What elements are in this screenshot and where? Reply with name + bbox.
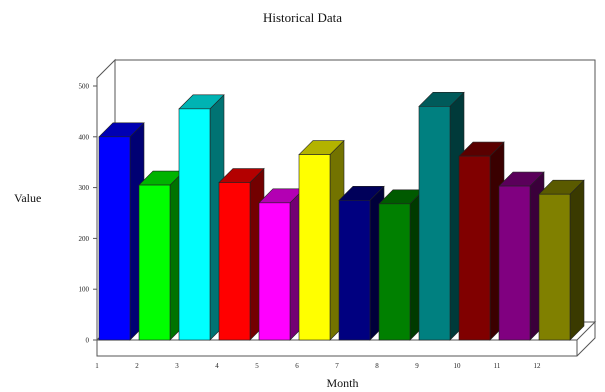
bar <box>498 171 545 341</box>
y-tick-label: 300 <box>79 184 90 192</box>
y-tick-label: 400 <box>79 133 90 141</box>
bar-front <box>378 203 411 341</box>
chart-title: Historical Data <box>262 10 343 25</box>
bar <box>98 122 145 341</box>
bar <box>418 91 465 341</box>
y-tick-label: 200 <box>79 235 90 243</box>
bar-front <box>418 106 451 341</box>
bar <box>338 185 385 341</box>
bar-front <box>138 184 171 341</box>
x-tick-label: 7 <box>335 362 339 370</box>
bar <box>218 167 265 341</box>
x-tick-label: 1 <box>95 362 99 370</box>
bar <box>458 141 505 341</box>
bar-front <box>218 182 251 341</box>
y-axis-label: Value <box>14 191 42 205</box>
bar-front <box>258 202 291 341</box>
bar <box>378 189 425 341</box>
x-tick-label: 9 <box>415 362 419 370</box>
bars <box>98 91 585 341</box>
x-tick-label: 10 <box>454 362 462 370</box>
x-axis-ticks: 1 2 3 4 5 6 7 8 9 10 11 12 <box>95 362 541 370</box>
x-tick-label: 11 <box>494 362 501 370</box>
x-tick-label: 6 <box>295 362 299 370</box>
y-tick-label: 500 <box>79 83 90 91</box>
x-tick-label: 5 <box>255 362 259 370</box>
bar-front <box>538 193 571 341</box>
x-axis-label: Month <box>326 376 359 390</box>
y-axis-ticks: 0 100 200 300 400 500 <box>79 83 97 345</box>
y-tick-label: 100 <box>79 286 90 294</box>
bar <box>298 139 345 341</box>
bar-front <box>498 185 531 341</box>
bar-front <box>458 155 491 341</box>
bar <box>138 170 185 341</box>
bar <box>178 94 225 341</box>
bar-side <box>569 179 585 341</box>
bar <box>538 179 585 341</box>
bar-front <box>98 136 131 341</box>
bar-front <box>338 200 371 341</box>
x-tick-label: 4 <box>215 362 219 370</box>
x-tick-label: 2 <box>135 362 139 370</box>
x-tick-label: 3 <box>175 362 179 370</box>
bar <box>258 188 305 341</box>
bar-front <box>298 154 331 341</box>
bar-front <box>178 108 211 341</box>
x-tick-label: 8 <box>375 362 379 370</box>
y-tick-label: 0 <box>86 337 90 345</box>
x-tick-label: 12 <box>534 362 542 370</box>
